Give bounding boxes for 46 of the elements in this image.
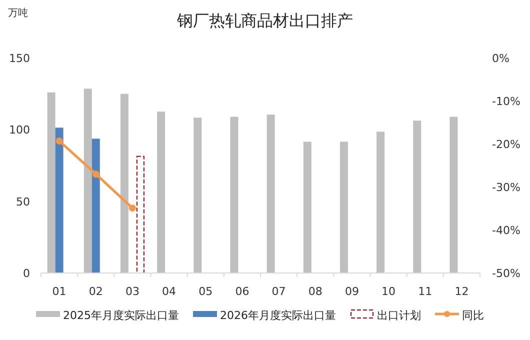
x-tick-label: 12 bbox=[454, 285, 469, 298]
y2-tick-label: -50% bbox=[492, 267, 520, 280]
x-tick-label: 07 bbox=[272, 285, 286, 298]
x-tick-label: 03 bbox=[125, 285, 140, 298]
legend-label: 出口计划 bbox=[377, 309, 421, 322]
x-tick-label: 02 bbox=[88, 285, 103, 298]
bar bbox=[120, 94, 128, 273]
y2-tick-label: -20% bbox=[492, 138, 520, 151]
legend-label: 2025年月度实际出口量 bbox=[63, 309, 179, 322]
chart-title: 钢厂热轧商品材出口排产 bbox=[176, 11, 353, 30]
x-tick-label: 08 bbox=[308, 285, 322, 298]
bar bbox=[136, 156, 144, 274]
x-tick-label: 01 bbox=[52, 285, 66, 298]
point bbox=[56, 137, 63, 144]
x-tick-label: 09 bbox=[344, 285, 359, 298]
x-tick-label: 05 bbox=[198, 285, 213, 298]
bar bbox=[157, 112, 166, 273]
y-tick-label: 150 bbox=[9, 52, 30, 65]
y2-tick-label: 0% bbox=[492, 52, 510, 65]
y2-tick-label: -10% bbox=[492, 95, 520, 108]
x-tick-label: 10 bbox=[382, 285, 396, 298]
bar bbox=[376, 132, 385, 273]
x-tick-label: 11 bbox=[418, 285, 432, 298]
bar bbox=[84, 88, 92, 273]
y-axis-title: 万吨 bbox=[8, 7, 28, 19]
bar bbox=[340, 142, 348, 273]
y2-tick-label: -40% bbox=[492, 224, 520, 237]
y-tick-label: 50 bbox=[16, 195, 30, 208]
point bbox=[92, 170, 100, 178]
y-tick-label: 100 bbox=[9, 124, 30, 137]
y-tick-label: 0 bbox=[23, 267, 30, 280]
legend-label: 2026年月度实际出口量 bbox=[220, 309, 336, 322]
point bbox=[128, 204, 136, 212]
bar bbox=[266, 114, 275, 273]
bar bbox=[413, 120, 422, 273]
bar bbox=[303, 142, 312, 273]
x-tick-label: 04 bbox=[162, 285, 176, 298]
bar bbox=[92, 138, 100, 273]
bar bbox=[230, 116, 238, 273]
y2-tick-label: -30% bbox=[492, 181, 520, 194]
bar bbox=[47, 92, 56, 273]
bar bbox=[194, 118, 202, 273]
bar bbox=[55, 128, 64, 273]
x-tick-label: 06 bbox=[235, 285, 250, 298]
bar bbox=[450, 116, 458, 273]
legend-label: 同比 bbox=[462, 309, 484, 322]
